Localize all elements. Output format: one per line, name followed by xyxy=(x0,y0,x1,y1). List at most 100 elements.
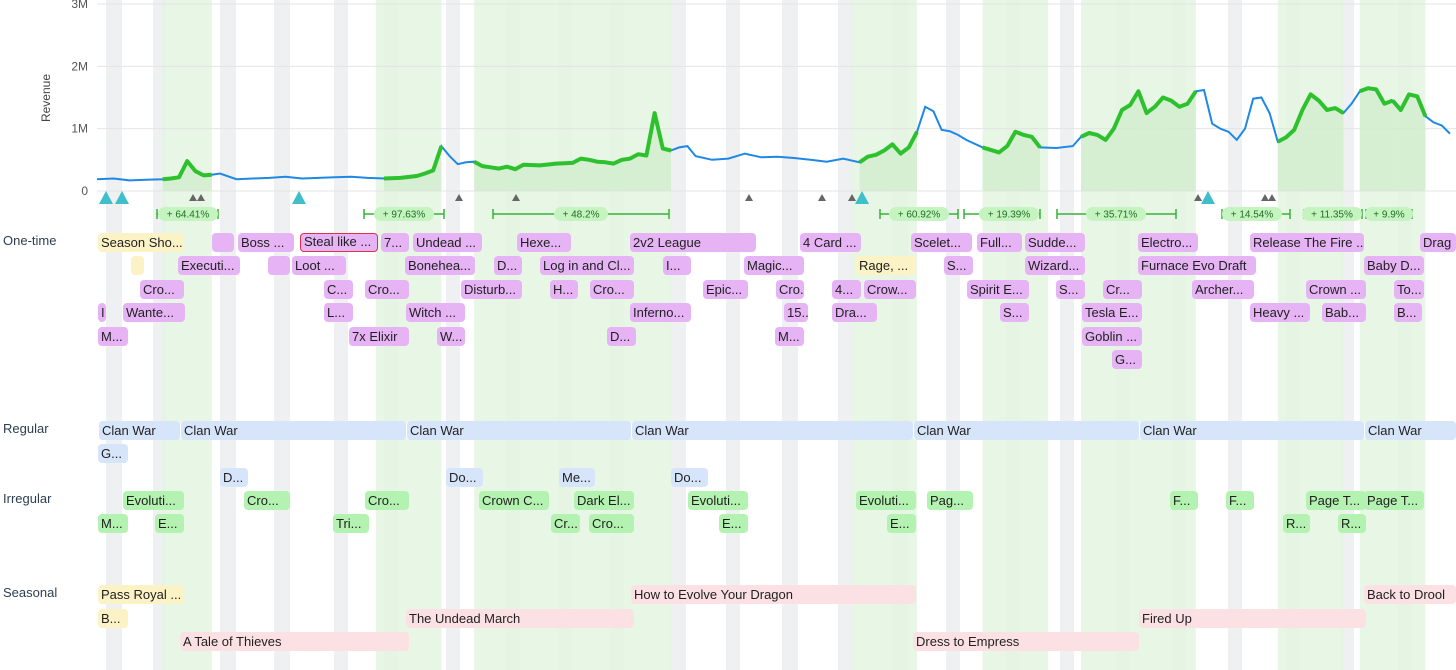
regular-event[interactable]: Clan War xyxy=(1364,421,1456,440)
seasonal-event[interactable]: A Tale of Thieves xyxy=(180,632,409,651)
irregular-event[interactable]: Cro... xyxy=(589,514,634,533)
one-time-event[interactable]: Sudde... xyxy=(1025,233,1085,252)
one-time-event[interactable]: 4... xyxy=(832,280,861,299)
one-time-event[interactable]: L... xyxy=(324,303,353,322)
one-time-event[interactable]: Spirit E... xyxy=(967,280,1029,299)
one-time-event[interactable]: D... xyxy=(607,327,636,346)
one-time-event[interactable]: D... xyxy=(494,256,522,275)
one-time-event[interactable] xyxy=(212,233,234,252)
one-time-event[interactable]: Furnace Evo Draft xyxy=(1138,256,1256,275)
one-time-event[interactable]: Goblin ... xyxy=(1082,327,1142,346)
one-time-event[interactable]: Inferno... xyxy=(630,303,691,322)
one-time-event[interactable]: Cro... xyxy=(365,280,409,299)
regular-event[interactable]: Me... xyxy=(559,468,595,487)
one-time-event[interactable]: Dra... xyxy=(832,303,877,322)
irregular-event[interactable]: M... xyxy=(98,514,128,533)
one-time-event[interactable]: Wizard... xyxy=(1025,256,1085,275)
one-time-event[interactable]: Hexe... xyxy=(517,233,571,252)
one-time-event[interactable]: I... xyxy=(663,256,691,275)
one-time-event[interactable]: 7x Elixir xyxy=(349,327,409,346)
regular-event[interactable]: G... xyxy=(98,444,128,463)
one-time-event[interactable]: Electro... xyxy=(1138,233,1198,252)
regular-event[interactable]: Do... xyxy=(446,468,483,487)
one-time-event[interactable]: Undead ... xyxy=(413,233,482,252)
seasonal-event[interactable]: Pass Royal ... xyxy=(98,585,184,604)
one-time-event[interactable]: Magic... xyxy=(744,256,804,275)
one-time-event[interactable]: Crown ... xyxy=(1306,280,1366,299)
seasonal-event[interactable]: B... xyxy=(98,609,128,628)
irregular-event[interactable]: Page T... xyxy=(1364,491,1424,510)
regular-event[interactable]: D... xyxy=(220,468,248,487)
one-time-event[interactable] xyxy=(268,256,290,275)
irregular-event[interactable]: Evoluti... xyxy=(688,491,748,510)
one-time-event[interactable]: Bonehea... xyxy=(405,256,475,275)
one-time-event[interactable]: H... xyxy=(550,280,578,299)
irregular-event[interactable]: Evoluti... xyxy=(123,491,184,510)
seasonal-event[interactable]: Fired Up xyxy=(1139,609,1366,628)
one-time-event[interactable]: Heavy ... xyxy=(1250,303,1310,322)
irregular-event[interactable]: F... xyxy=(1226,491,1254,510)
one-time-event[interactable]: Executi... xyxy=(178,256,240,275)
one-time-event[interactable]: Steal like ... xyxy=(300,233,378,252)
irregular-event[interactable]: Pag... xyxy=(927,491,973,510)
irregular-event[interactable]: E... xyxy=(887,514,916,533)
irregular-event[interactable]: F... xyxy=(1170,491,1198,510)
one-time-event[interactable]: Full... xyxy=(977,233,1022,252)
one-time-event[interactable]: G... xyxy=(1112,350,1142,369)
one-time-event[interactable]: Witch ... xyxy=(406,303,465,322)
irregular-event[interactable]: E... xyxy=(719,514,748,533)
irregular-event[interactable]: Cr... xyxy=(551,514,580,533)
one-time-event[interactable]: Rage, ... xyxy=(856,256,916,275)
one-time-event[interactable]: Loot ... xyxy=(292,256,346,275)
one-time-event[interactable]: Scelet... xyxy=(911,233,972,252)
one-time-event[interactable]: Epic... xyxy=(703,280,748,299)
one-time-event[interactable]: W... xyxy=(437,327,465,346)
regular-event[interactable]: Clan War xyxy=(913,421,1139,440)
one-time-event[interactable]: To... xyxy=(1394,280,1424,299)
one-time-event[interactable]: Drag xyxy=(1420,233,1456,252)
one-time-event[interactable]: Bab... xyxy=(1322,303,1366,322)
one-time-event[interactable]: B... xyxy=(1394,303,1422,322)
one-time-event[interactable]: Crow... xyxy=(864,280,916,299)
regular-event[interactable]: Clan War xyxy=(1139,421,1364,440)
one-time-event[interactable]: S... xyxy=(944,256,973,275)
one-time-event[interactable]: S... xyxy=(1000,303,1029,322)
regular-event[interactable]: Clan War xyxy=(631,421,913,440)
irregular-event[interactable]: Cro... xyxy=(244,491,290,510)
one-time-event[interactable]: Release The Fire ... xyxy=(1250,233,1364,252)
irregular-event[interactable]: Evoluti... xyxy=(856,491,916,510)
irregular-event[interactable]: Page T... xyxy=(1306,491,1366,510)
one-time-event[interactable]: Tesla E... xyxy=(1082,303,1142,322)
regular-event[interactable]: Clan War xyxy=(406,421,631,440)
one-time-event[interactable]: Baby D... xyxy=(1364,256,1424,275)
seasonal-event[interactable]: Back to Drool xyxy=(1364,585,1456,604)
one-time-event[interactable]: 15... xyxy=(784,303,808,322)
one-time-event[interactable]: Wante... xyxy=(123,303,185,322)
one-time-event[interactable]: Archer... xyxy=(1192,280,1254,299)
one-time-event[interactable]: Boss ... xyxy=(238,233,294,252)
irregular-event[interactable]: R... xyxy=(1338,514,1366,533)
one-time-event[interactable]: Cro... xyxy=(776,280,804,299)
one-time-event[interactable]: Disturb... xyxy=(461,280,522,299)
irregular-event[interactable]: E... xyxy=(155,514,184,533)
seasonal-event[interactable]: Dress to Empress xyxy=(913,632,1139,651)
seasonal-event[interactable]: How to Evolve Your Dragon xyxy=(631,585,916,604)
one-time-event[interactable]: C... xyxy=(324,280,353,299)
one-time-event[interactable]: M... xyxy=(775,327,804,346)
irregular-event[interactable]: Crown C... xyxy=(479,491,549,510)
one-time-event[interactable]: Season Sho... xyxy=(98,233,184,252)
regular-event[interactable]: Do... xyxy=(671,468,708,487)
seasonal-event[interactable]: The Undead March xyxy=(406,609,634,628)
one-time-event[interactable]: M... xyxy=(98,327,128,346)
one-time-event[interactable] xyxy=(131,256,144,275)
one-time-event[interactable]: Cr... xyxy=(1103,280,1142,299)
irregular-event[interactable]: Dark El... xyxy=(574,491,634,510)
regular-event[interactable]: Clan War xyxy=(98,421,180,440)
irregular-event[interactable]: R... xyxy=(1283,514,1310,533)
irregular-event[interactable]: Cro... xyxy=(365,491,409,510)
one-time-event[interactable]: I xyxy=(98,303,106,322)
one-time-event[interactable]: 4 Card ... xyxy=(800,233,861,252)
one-time-event[interactable]: 2v2 League xyxy=(630,233,756,252)
one-time-event[interactable]: Cro... xyxy=(590,280,634,299)
one-time-event[interactable]: S... xyxy=(1056,280,1085,299)
